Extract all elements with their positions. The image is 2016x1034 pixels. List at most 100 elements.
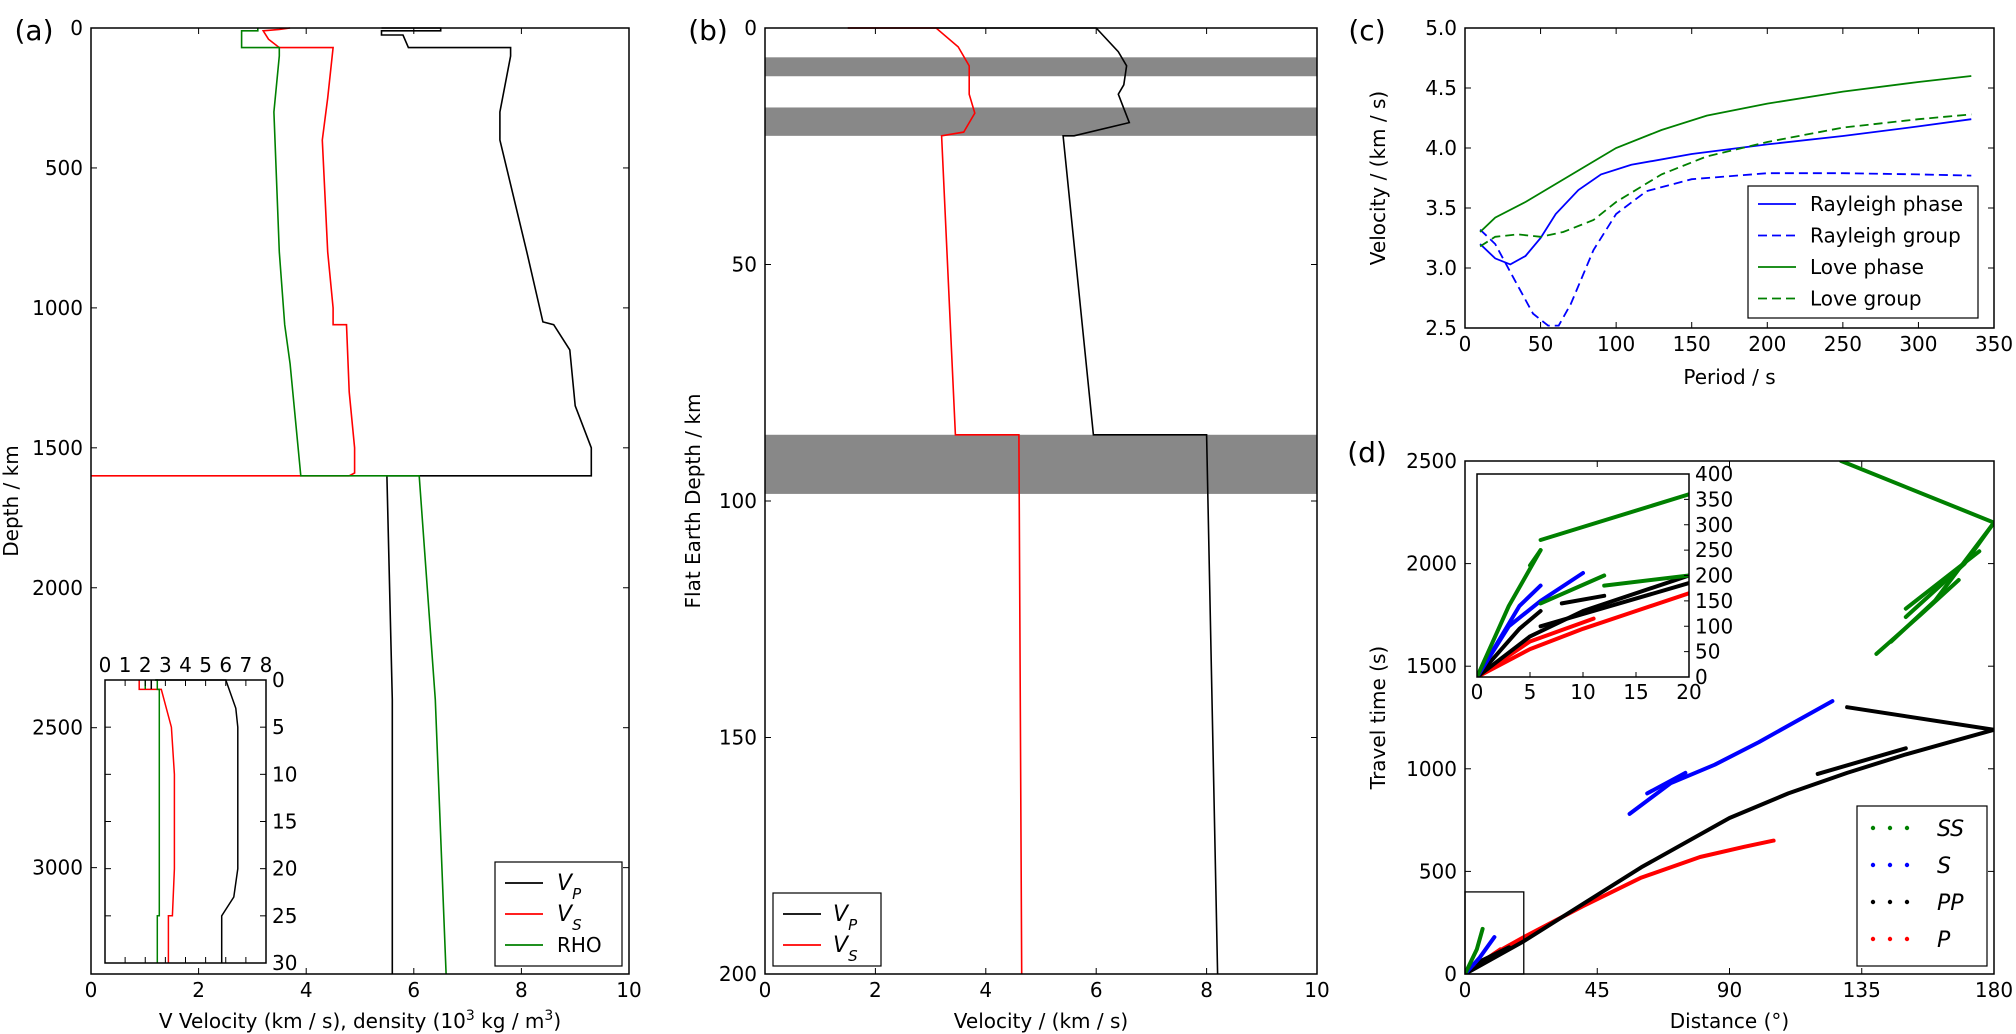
legend-entry-d: SS <box>1937 817 1964 842</box>
x-axis-label-b: Velocity / (km / s) <box>954 1009 1128 1033</box>
legend-marker-d <box>1870 862 1876 868</box>
inset-bg-d <box>1477 474 1689 677</box>
series-line-rayleigh-phase <box>1479 118 1972 266</box>
branch-s <box>1645 770 1688 796</box>
d-y-tick-label: 2500 <box>1406 449 1457 473</box>
series-group-d <box>1465 461 1994 974</box>
d-inset-x-tick-label: 5 <box>1524 680 1537 704</box>
a-inset-y-tick-label: 20 <box>272 857 297 881</box>
d-x-tick-label: 45 <box>1585 978 1610 1002</box>
a-inset-x-tick-label: 3 <box>159 653 172 677</box>
a-inset-y-tick-label: 10 <box>272 762 297 786</box>
series-line-rayleigh-group <box>1479 172 1972 327</box>
branch-p <box>1465 838 1776 974</box>
d-inset-y-tick-label: 400 <box>1695 462 1733 486</box>
b-x-tick-label: 10 <box>1304 978 1329 1002</box>
legend-subscript: P <box>572 885 582 903</box>
d-inset-x-tick-label: 15 <box>1623 680 1648 704</box>
a-inset-x-tick-label: 0 <box>99 653 112 677</box>
a-y-tick-label: 2500 <box>32 716 83 740</box>
plot-frame-a <box>90 27 630 975</box>
shaded-layer <box>765 107 1317 136</box>
y-axis-label-d: Travel time (s) <box>1366 646 1390 790</box>
superscript: 3 <box>466 1008 475 1024</box>
a-inset-x-tick-label: 8 <box>260 653 273 677</box>
legend-entry-d: PP <box>1937 891 1964 916</box>
branch-ss <box>1465 926 1485 974</box>
legend-marker-d <box>1904 899 1910 905</box>
a-y-tick-label: 0 <box>70 16 83 40</box>
d-inset-x-tick-label: 0 <box>1471 680 1484 704</box>
d-inset-y-tick-label: 100 <box>1695 614 1733 638</box>
a-y-tick-label: 1000 <box>32 296 83 320</box>
inset-branch-ss <box>1538 492 1689 542</box>
legend-box-b <box>772 892 882 967</box>
branch-ss <box>1839 461 1994 525</box>
c-x-tick-label: 200 <box>1748 332 1786 356</box>
legend-entry-c: Rayleigh group <box>1810 224 1961 248</box>
inset-branch-ss <box>1477 548 1543 677</box>
legend-marker-d <box>1904 825 1910 831</box>
legend-entry-d: S <box>1937 854 1951 879</box>
d-y-tick-label: 0 <box>1444 962 1457 986</box>
shaded-layer <box>765 434 1317 494</box>
inset-series-vs <box>138 680 176 963</box>
legend-marker-d <box>1887 899 1893 905</box>
legend-entry-c: Love group <box>1810 287 1922 311</box>
label-part: ) <box>553 1009 561 1033</box>
legend-marker-d <box>1887 862 1893 868</box>
b-y-tick-label: 0 <box>744 16 757 40</box>
a-y-tick-label: 2000 <box>32 576 83 600</box>
d-inset-y-tick-label: 300 <box>1695 513 1733 537</box>
b-x-tick-label: 2 <box>869 978 882 1002</box>
legend-marker-d <box>1904 862 1910 868</box>
a-x-tick-label: 4 <box>300 978 313 1002</box>
c-x-tick-label: 150 <box>1673 332 1711 356</box>
legend-box-c <box>1747 185 1979 319</box>
c-y-tick-label: 3.5 <box>1425 196 1457 220</box>
legend-box-d <box>1856 805 1988 967</box>
a-inset-x-tick-label: 6 <box>219 653 232 677</box>
a-x-tick-label: 8 <box>515 978 528 1002</box>
branch-ss <box>1874 578 1961 656</box>
c-x-tick-label: 0 <box>1459 332 1472 356</box>
d-inset-x-tick-label: 10 <box>1570 680 1595 704</box>
y-axis-label-b: Flat Earth Depth / km <box>681 394 705 609</box>
a-x-tick-label: 10 <box>616 978 641 1002</box>
c-x-tick-label: 250 <box>1824 332 1862 356</box>
d-x-tick-label: 135 <box>1843 978 1881 1002</box>
c-x-tick-label: 350 <box>1975 332 2013 356</box>
b-y-tick-label: 100 <box>719 489 757 513</box>
inset-branch-pp <box>1477 609 1543 677</box>
c-x-tick-label: 100 <box>1597 332 1635 356</box>
y-axis-label-c: Velocity / (km / s) <box>1366 91 1390 265</box>
c-y-tick-label: 4.5 <box>1425 76 1457 100</box>
a-inset-y-tick-label: 25 <box>272 904 297 928</box>
panel-d: (d)0 45 90 135 18005001000150020002500Distan… <box>1347 436 2013 1033</box>
superscript: 3 <box>544 1008 553 1024</box>
legend-marker-d <box>1870 936 1876 942</box>
d-inset-y-tick-label: 50 <box>1695 640 1720 664</box>
label-part: kg / m <box>475 1009 545 1033</box>
a-inset-y-tick-label: 0 <box>272 668 285 692</box>
panel-label-b: (b) <box>688 14 728 47</box>
a-inset-y-tick-label: 5 <box>272 715 285 739</box>
d-inset-x-tick-label: 20 <box>1676 680 1701 704</box>
branch-s <box>1465 935 1497 974</box>
legend-entry-d: P <box>1937 928 1951 953</box>
a-inset-y-tick-label: 30 <box>272 951 297 975</box>
branch-ss <box>1903 549 1982 611</box>
legend-subscript: S <box>572 916 582 934</box>
y-axis-label-a: Depth / km <box>0 445 23 556</box>
a-x-tick-label: 2 <box>192 978 205 1002</box>
a-y-tick-label: 500 <box>45 156 83 180</box>
b-x-tick-label: 6 <box>1090 978 1103 1002</box>
label-part: V Velocity (km / s), density (10 <box>159 1009 466 1033</box>
legend-marker-d <box>1870 899 1876 905</box>
plot-frame-b <box>764 27 1318 975</box>
series-line-vp <box>847 27 1219 975</box>
c-x-tick-label: 50 <box>1528 332 1553 356</box>
series-line-rho <box>240 28 447 975</box>
